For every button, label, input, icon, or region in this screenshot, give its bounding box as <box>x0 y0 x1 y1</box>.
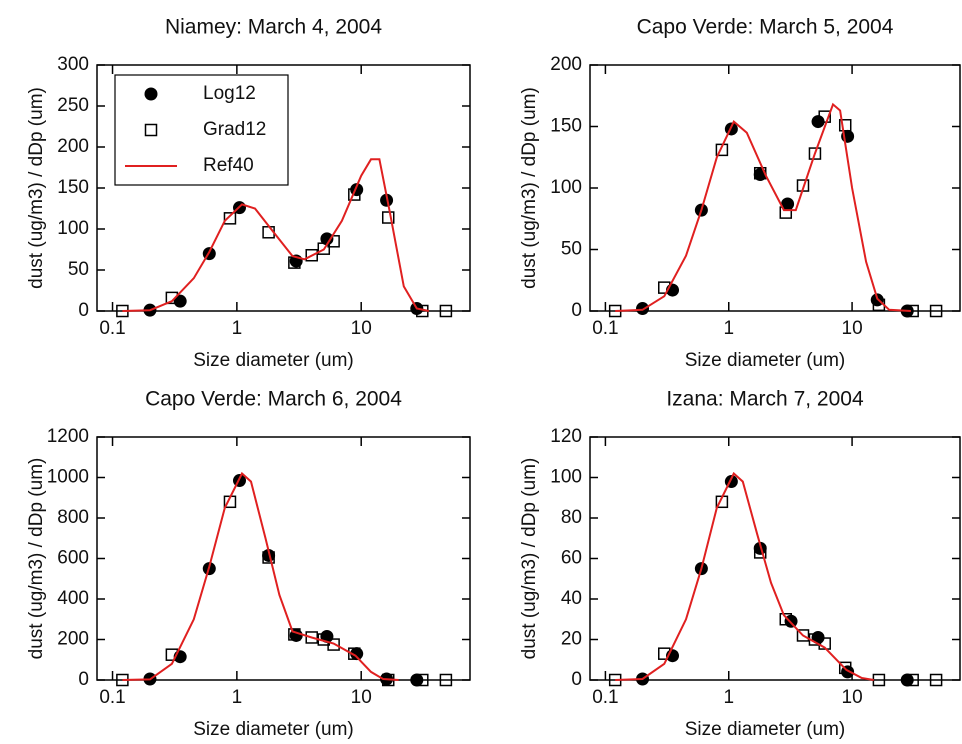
line <box>615 471 874 681</box>
y-tick-label: 200 <box>57 136 89 157</box>
point <box>811 115 825 129</box>
y-tick-label: 100 <box>57 218 89 239</box>
point <box>317 242 331 255</box>
y-tick-label: 800 <box>57 507 89 528</box>
x-tick-label: 1 <box>723 318 734 339</box>
panel-title: Niamey: March 4, 2004 <box>165 16 382 39</box>
y-tick-label: 250 <box>57 95 89 116</box>
y-tick-label: 200 <box>57 629 89 650</box>
y-tick-label: 0 <box>78 669 89 690</box>
panel: Izana: March 7, 2004 Size diameter (um) du… <box>519 388 961 740</box>
point <box>838 119 852 132</box>
point <box>929 304 943 318</box>
point <box>838 661 852 675</box>
x-tick-label: 10 <box>842 687 863 708</box>
y-tick-label: 50 <box>68 259 89 280</box>
y-tick-label: 1000 <box>47 467 89 488</box>
x-axis-label: Size diameter (um) <box>193 350 354 371</box>
y-tick-label: 120 <box>550 426 582 447</box>
point <box>348 647 361 660</box>
point <box>416 673 429 687</box>
y-axis-label: dust (ug/m3) / dDp (um) <box>26 458 47 660</box>
y-tick-label: 150 <box>550 116 582 137</box>
y-tick-label: 0 <box>571 300 582 321</box>
x-tick-label: 0.1 <box>99 318 125 339</box>
point <box>779 613 793 626</box>
point <box>906 673 919 687</box>
point <box>439 673 453 687</box>
line <box>615 102 911 312</box>
y-tick-label: 200 <box>550 54 582 75</box>
point <box>818 110 831 123</box>
y-tick-label: 1200 <box>47 426 89 447</box>
point <box>327 638 340 651</box>
legend-label: Grad12 <box>203 119 266 140</box>
point <box>439 304 453 318</box>
y-tick-label: 50 <box>561 239 582 260</box>
x-tick-label: 1 <box>232 318 243 339</box>
legend-label: Log12 <box>203 83 256 104</box>
line <box>122 471 399 681</box>
y-tick-label: 0 <box>571 669 582 690</box>
x-tick-label: 10 <box>842 318 863 339</box>
y-tick-label: 100 <box>550 177 582 198</box>
legend-label: Ref40 <box>203 155 254 176</box>
y-tick-label: 20 <box>561 629 582 650</box>
x-tick-label: 0.1 <box>99 687 125 708</box>
panel-title: Capo Verde: March 5, 2004 <box>637 16 894 39</box>
x-tick-label: 1 <box>232 687 243 708</box>
point <box>808 147 822 160</box>
plot-frame <box>96 436 471 681</box>
point <box>636 302 650 316</box>
point <box>929 673 943 687</box>
legend: Log12 Grad12 Ref40 <box>114 74 289 186</box>
point <box>348 188 361 201</box>
legend-swatch <box>144 87 158 101</box>
y-tick-label: 60 <box>561 548 582 569</box>
point <box>779 206 793 219</box>
y-tick-label: 300 <box>57 54 89 75</box>
y-axis-label: dust (ug/m3) / dDp (um) <box>26 87 47 289</box>
x-tick-label: 0.1 <box>592 318 618 339</box>
y-tick-label: 400 <box>57 588 89 609</box>
panel: Capo Verde: March 5, 2004 Size diameter (… <box>519 16 961 371</box>
y-axis-label: dust (ug/m3) / dDp (um) <box>519 458 540 660</box>
x-axis-label: Size diameter (um) <box>685 350 846 371</box>
x-axis-label: Size diameter (um) <box>193 719 354 740</box>
plot-frame <box>589 436 961 681</box>
y-tick-label: 40 <box>561 588 582 609</box>
y-tick-label: 0 <box>78 300 89 321</box>
x-tick-label: 10 <box>351 687 372 708</box>
y-tick-label: 150 <box>57 177 89 198</box>
panel-title: Capo Verde: March 6, 2004 <box>145 388 402 411</box>
legend-swatch <box>144 123 158 137</box>
x-tick-label: 10 <box>351 318 372 339</box>
plot-frame <box>589 64 961 312</box>
point <box>305 248 318 262</box>
point <box>796 629 810 642</box>
panel-title: Izana: March 7, 2004 <box>666 388 864 411</box>
point <box>305 631 318 644</box>
y-axis-label: dust (ug/m3) / dDp (um) <box>519 87 540 289</box>
point <box>223 212 237 225</box>
x-tick-label: 1 <box>723 687 734 708</box>
x-axis-label: Size diameter (um) <box>685 719 846 740</box>
y-tick-label: 100 <box>550 467 582 488</box>
point <box>381 211 395 224</box>
point <box>165 291 179 305</box>
panel: Niamey: March 4, 2004 Size diameter (um) d… <box>26 16 471 371</box>
x-tick-label: 0.1 <box>592 687 618 708</box>
y-tick-label: 80 <box>561 507 582 528</box>
line <box>122 158 430 312</box>
y-tick-label: 600 <box>57 548 89 569</box>
panel: Capo Verde: March 6, 2004 Size diameter (… <box>26 388 471 740</box>
